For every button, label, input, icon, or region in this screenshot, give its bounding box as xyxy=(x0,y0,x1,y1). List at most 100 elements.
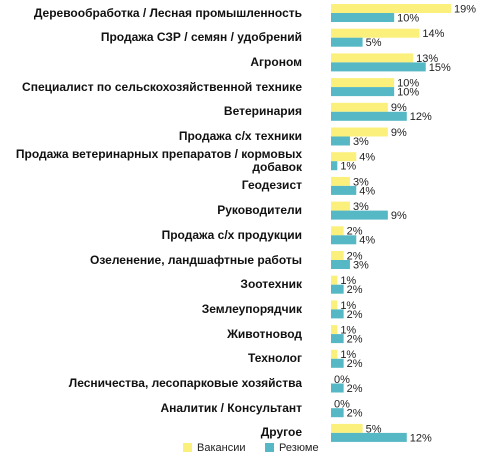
value-label: 2% xyxy=(347,408,363,420)
category-label: Ветеринария xyxy=(223,104,302,119)
category-text: Озеленение, ландшафтные работы xyxy=(90,252,302,267)
bar xyxy=(331,161,338,171)
bar xyxy=(331,127,388,137)
category-text: Лесничества, лесопарковые хозяйства xyxy=(68,376,302,390)
category-label: Озеленение, ландшафтные работы xyxy=(90,252,302,267)
value-label: 4% xyxy=(359,152,375,164)
value-label: 1% xyxy=(340,349,356,361)
category-text: Животновод xyxy=(227,326,302,341)
legend-swatch xyxy=(265,443,274,452)
value-label: 4% xyxy=(359,235,375,247)
bar xyxy=(331,176,350,186)
value-label: 1% xyxy=(340,161,356,173)
value-label: 12% xyxy=(410,111,432,123)
bar xyxy=(331,334,344,344)
category-label: Зоотехник xyxy=(240,277,302,292)
category-text: Землеупорядчик xyxy=(201,301,302,316)
bar xyxy=(331,275,338,285)
bar xyxy=(331,136,350,146)
bar xyxy=(331,260,350,269)
category-label: Землеупорядчик xyxy=(201,301,302,316)
bar xyxy=(331,226,344,236)
bar xyxy=(331,349,338,359)
bar xyxy=(331,152,357,162)
value-label: 2% xyxy=(347,226,363,238)
category-label: Геодезист xyxy=(241,178,302,193)
legend-label: Вакансии xyxy=(197,442,246,454)
value-label: 15% xyxy=(429,62,451,74)
value-label: 4% xyxy=(359,185,375,197)
category-text: Геодезист xyxy=(241,178,302,193)
bar xyxy=(331,383,344,393)
bar xyxy=(331,432,407,442)
category-text: Руководители xyxy=(217,203,302,218)
category-label: Технолог xyxy=(248,351,302,366)
category-label: Специалист по сельскохозяйственной техни… xyxy=(22,80,302,93)
bar xyxy=(331,13,395,22)
value-label: 1% xyxy=(340,325,356,337)
value-label: 0% xyxy=(334,374,350,386)
value-label: 5% xyxy=(366,37,382,49)
category-label: Лесничества, лесопарковые хозяйства xyxy=(68,376,302,390)
category-label: Другое xyxy=(260,425,302,440)
value-label: 1% xyxy=(340,300,356,312)
category-text: Технолог xyxy=(248,351,302,366)
value-label: 13% xyxy=(416,53,438,65)
category-label: Агроном xyxy=(250,54,302,69)
bar xyxy=(331,102,388,112)
bar xyxy=(331,251,344,260)
value-label: 9% xyxy=(391,210,407,222)
bar xyxy=(331,235,357,245)
bar xyxy=(331,300,338,310)
value-label: 2% xyxy=(347,358,363,370)
bar xyxy=(331,87,395,97)
category-text: Продажа с/х техники xyxy=(178,129,302,143)
bar xyxy=(331,408,344,418)
bar xyxy=(331,4,451,13)
category-text: Аналитик / Консультант xyxy=(160,400,302,415)
value-label: 12% xyxy=(410,432,432,444)
value-label: 9% xyxy=(391,127,407,139)
bar xyxy=(331,210,388,220)
category-label: Продажа СЗР / семян / удобрений xyxy=(100,30,302,45)
value-label: 9% xyxy=(391,102,407,114)
category-label: Животновод xyxy=(227,326,302,341)
bar xyxy=(331,78,395,88)
value-label: 19% xyxy=(454,3,476,15)
bar xyxy=(331,28,420,38)
value-label: 2% xyxy=(347,250,363,262)
category-text: Ветеринария xyxy=(223,104,302,119)
value-label: 10% xyxy=(397,12,419,24)
category-text: Зоотехник xyxy=(240,277,302,292)
bar xyxy=(331,358,344,368)
value-label: 3% xyxy=(353,259,369,271)
value-label: 3% xyxy=(353,176,369,188)
value-label: 0% xyxy=(334,399,350,411)
bar xyxy=(331,62,426,72)
value-label: 2% xyxy=(347,309,363,321)
bar xyxy=(331,309,344,319)
category-text: Агроном xyxy=(250,54,302,69)
value-label: 2% xyxy=(347,284,363,296)
value-label: 2% xyxy=(347,334,363,346)
legend-label: Резюме xyxy=(279,442,319,454)
bar xyxy=(331,325,338,335)
category-text: Продажа СЗР / семян / удобрений xyxy=(100,30,302,45)
category-text: Продажа с/х продукции xyxy=(161,227,302,242)
value-label: 10% xyxy=(397,87,419,99)
value-label: 2% xyxy=(347,383,363,395)
category-label: Продажа с/х продукции xyxy=(161,227,302,242)
value-label: 14% xyxy=(422,28,444,40)
category-text: Другое xyxy=(260,425,302,440)
category-label: Аналитик / Консультант xyxy=(160,400,302,415)
bar xyxy=(331,284,344,294)
bar xyxy=(331,185,357,195)
category-text: Продажа ветеринарных препаратов / кормов… xyxy=(15,147,302,175)
bar xyxy=(331,201,350,211)
category-label: Продажа с/х техники xyxy=(178,129,302,143)
category-label: Продажа ветеринарных препаратов / кормов… xyxy=(15,147,302,175)
bar xyxy=(331,53,414,63)
bar xyxy=(331,37,363,47)
value-label: 5% xyxy=(366,423,382,435)
